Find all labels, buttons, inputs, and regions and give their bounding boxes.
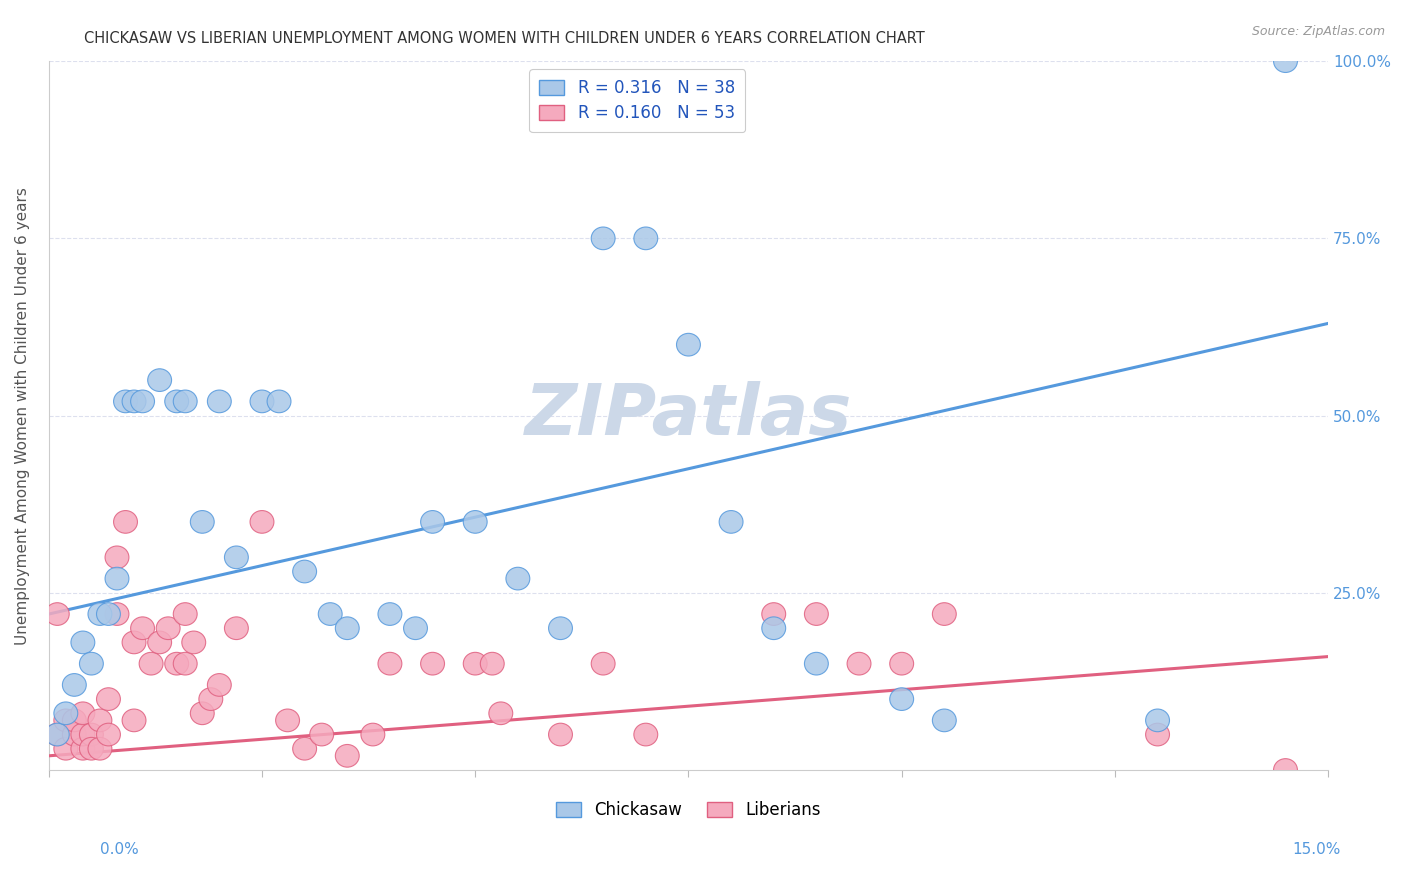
Ellipse shape	[208, 673, 231, 697]
Ellipse shape	[762, 603, 786, 625]
Ellipse shape	[250, 510, 274, 533]
Ellipse shape	[890, 652, 914, 675]
Ellipse shape	[165, 390, 188, 413]
Ellipse shape	[131, 390, 155, 413]
Text: CHICKASAW VS LIBERIAN UNEMPLOYMENT AMONG WOMEN WITH CHILDREN UNDER 6 YEARS CORRE: CHICKASAW VS LIBERIAN UNEMPLOYMENT AMONG…	[84, 31, 925, 46]
Ellipse shape	[634, 227, 658, 250]
Ellipse shape	[190, 510, 214, 533]
Ellipse shape	[89, 738, 112, 760]
Ellipse shape	[139, 652, 163, 675]
Ellipse shape	[591, 652, 614, 675]
Ellipse shape	[122, 709, 146, 731]
Y-axis label: Unemployment Among Women with Children Under 6 years: Unemployment Among Women with Children U…	[15, 186, 30, 645]
Ellipse shape	[378, 652, 402, 675]
Text: 0.0%: 0.0%	[100, 842, 139, 856]
Ellipse shape	[114, 390, 138, 413]
Ellipse shape	[250, 390, 274, 413]
Ellipse shape	[122, 390, 146, 413]
Ellipse shape	[420, 652, 444, 675]
Ellipse shape	[70, 723, 94, 746]
Ellipse shape	[309, 723, 333, 746]
Ellipse shape	[70, 702, 94, 724]
Ellipse shape	[318, 603, 342, 625]
Ellipse shape	[591, 227, 614, 250]
Ellipse shape	[1274, 50, 1298, 72]
Ellipse shape	[131, 617, 155, 640]
Ellipse shape	[181, 631, 205, 654]
Ellipse shape	[173, 390, 197, 413]
Ellipse shape	[336, 617, 359, 640]
Ellipse shape	[378, 603, 402, 625]
Ellipse shape	[548, 723, 572, 746]
Ellipse shape	[89, 603, 112, 625]
Ellipse shape	[198, 688, 222, 710]
Ellipse shape	[97, 603, 121, 625]
Ellipse shape	[846, 652, 870, 675]
Ellipse shape	[97, 723, 121, 746]
Ellipse shape	[148, 631, 172, 654]
Ellipse shape	[932, 603, 956, 625]
Ellipse shape	[481, 652, 505, 675]
Ellipse shape	[506, 567, 530, 590]
Ellipse shape	[1274, 759, 1298, 781]
Text: Source: ZipAtlas.com: Source: ZipAtlas.com	[1251, 25, 1385, 38]
Ellipse shape	[361, 723, 385, 746]
Ellipse shape	[463, 652, 486, 675]
Ellipse shape	[45, 723, 69, 746]
Ellipse shape	[62, 673, 86, 697]
Ellipse shape	[122, 631, 146, 654]
Ellipse shape	[173, 652, 197, 675]
Ellipse shape	[225, 546, 249, 569]
Ellipse shape	[804, 652, 828, 675]
Ellipse shape	[463, 510, 486, 533]
Ellipse shape	[420, 510, 444, 533]
Ellipse shape	[548, 617, 572, 640]
Ellipse shape	[932, 709, 956, 731]
Ellipse shape	[45, 723, 69, 746]
Ellipse shape	[53, 738, 77, 760]
Ellipse shape	[148, 368, 172, 392]
Ellipse shape	[62, 709, 86, 731]
Ellipse shape	[225, 617, 249, 640]
Ellipse shape	[165, 652, 188, 675]
Ellipse shape	[276, 709, 299, 731]
Ellipse shape	[718, 510, 742, 533]
Ellipse shape	[267, 390, 291, 413]
Ellipse shape	[105, 546, 129, 569]
Ellipse shape	[156, 617, 180, 640]
Ellipse shape	[634, 723, 658, 746]
Ellipse shape	[53, 702, 77, 724]
Ellipse shape	[89, 709, 112, 731]
Ellipse shape	[1146, 723, 1170, 746]
Ellipse shape	[53, 709, 77, 731]
Ellipse shape	[190, 702, 214, 724]
Text: 15.0%: 15.0%	[1292, 842, 1340, 856]
Ellipse shape	[292, 560, 316, 582]
Ellipse shape	[676, 334, 700, 356]
Ellipse shape	[489, 702, 513, 724]
Ellipse shape	[404, 617, 427, 640]
Ellipse shape	[208, 390, 231, 413]
Ellipse shape	[292, 738, 316, 760]
Ellipse shape	[80, 723, 103, 746]
Ellipse shape	[173, 603, 197, 625]
Ellipse shape	[97, 688, 121, 710]
Ellipse shape	[45, 603, 69, 625]
Ellipse shape	[114, 510, 138, 533]
Ellipse shape	[804, 603, 828, 625]
Ellipse shape	[70, 738, 94, 760]
Ellipse shape	[70, 631, 94, 654]
Ellipse shape	[762, 617, 786, 640]
Ellipse shape	[336, 745, 359, 767]
Ellipse shape	[1146, 709, 1170, 731]
Ellipse shape	[890, 688, 914, 710]
Ellipse shape	[105, 603, 129, 625]
Legend: Chickasaw, Liberians: Chickasaw, Liberians	[550, 794, 828, 825]
Ellipse shape	[105, 567, 129, 590]
Ellipse shape	[62, 723, 86, 746]
Ellipse shape	[80, 738, 103, 760]
Text: ZIPatlas: ZIPatlas	[524, 381, 852, 450]
Ellipse shape	[80, 652, 103, 675]
